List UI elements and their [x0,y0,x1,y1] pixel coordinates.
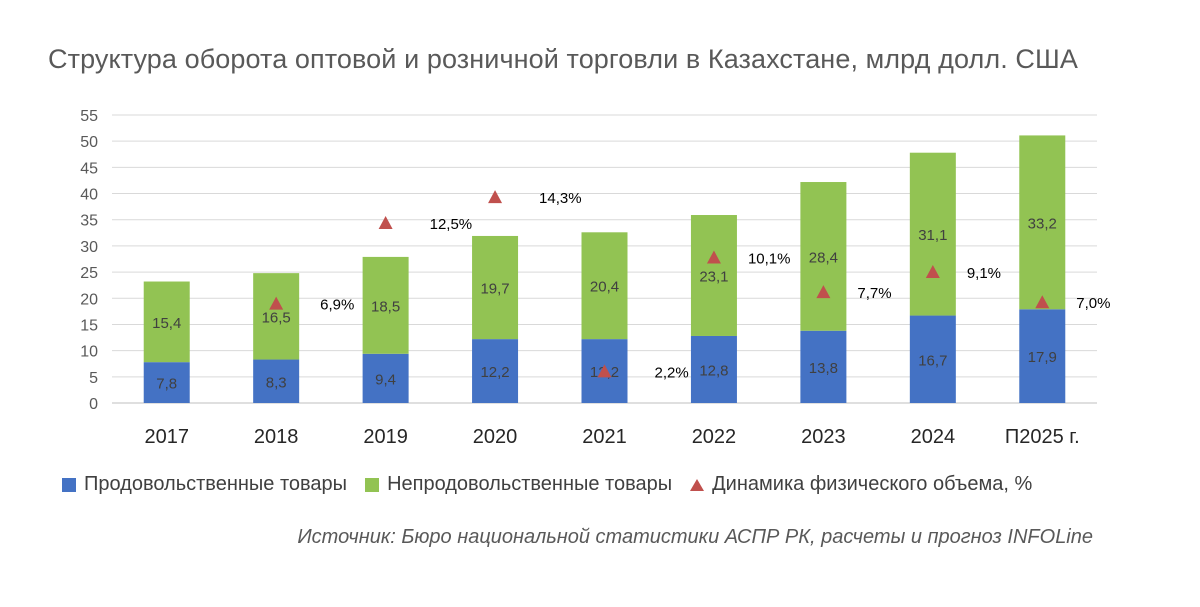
bar-label-nonfood: 16,5 [262,309,291,326]
y-tick-label: 50 [80,134,98,151]
bar-label-nonfood: 33,2 [1028,215,1057,232]
bar-nonfood [253,273,300,360]
x-tick-label: П2025 г. [1005,426,1080,448]
bar-label-nonfood: 18,5 [371,298,400,315]
dynamics-label: 7,0% [1076,295,1110,312]
dynamics-marker [1035,295,1050,309]
bar-food [909,315,956,403]
bar-food [472,339,519,403]
y-tick-label: 45 [80,160,98,177]
y-tick-label: 25 [80,265,98,282]
dynamics-markers: 6,9% 12,5% 14,3% 2,2% 10,1% 7,7% 9,1% 7,0% [269,190,1110,381]
x-tick-label: 2024 [911,426,956,448]
bar-food [690,335,737,403]
bar-food [800,330,847,403]
legend-label-food: Продовольственные товары [84,473,348,495]
bar-label-food: 12,8 [699,362,728,379]
legend-swatch-food [62,477,76,492]
x-tick-label: 2019 [363,426,408,448]
legend-item-nonfood: Непродовольственные товары [365,473,672,496]
source-note: Источник: Бюро национальной статистики А… [297,526,1093,548]
bar-label-food: 17,9 [1028,349,1057,366]
bar-nonfood [909,152,956,316]
dynamics-marker [269,296,284,310]
x-tick-label: 2020 [473,426,518,448]
y-tick-label: 20 [80,291,98,308]
bar-label-food: 13,8 [809,360,838,377]
bar-nonfood [143,281,190,363]
x-tick-label: 2022 [692,426,737,448]
dynamics-marker [816,285,831,299]
legend-item-dynamics: Динамика физического объема, % [690,473,1032,496]
dynamics-marker [925,264,940,278]
y-tick-label: 35 [80,213,98,230]
bar-nonfood [690,215,737,336]
x-tick-label: 2017 [144,426,189,448]
bar-label-nonfood: 23,1 [699,268,728,285]
y-tick-label: 40 [80,187,98,204]
legend-label-nonfood: Непродовольственные товары [387,473,673,495]
y-tick-label: 0 [89,396,98,413]
bar-label-food: 12,2 [480,364,509,381]
y-tick-label: 15 [80,317,98,334]
x-tick-label: 2018 [254,426,299,448]
dynamics-marker [378,216,393,229]
bar-label-nonfood: 31,1 [918,227,947,244]
bar-nonfood [472,235,519,340]
y-axis: 0 5 10 15 20 25 30 35 40 45 50 55 [80,108,98,413]
dynamics-marker [488,190,503,204]
y-tick-label: 30 [80,239,98,256]
bar-nonfood [581,232,628,340]
dynamics-label: 10,1% [748,251,791,268]
dynamics-label: 9,1% [967,265,1001,282]
bar-label-nonfood: 20,4 [590,279,619,296]
legend-swatch-nonfood [365,477,380,492]
y-tick-label: 55 [80,108,98,125]
bar-label-nonfood: 15,4 [152,315,181,332]
y-tick-label: 10 [80,344,98,361]
legend-triangle-icon [690,478,705,491]
bar-food [362,353,409,403]
legend: Продовольственные товары Непродовольстве… [62,473,1050,496]
bar-nonfood [1019,135,1066,310]
dynamics-label: 7,7% [857,285,891,302]
x-tick-label: 2021 [582,426,627,448]
y-tick-label: 5 [89,370,98,387]
bar-label-food: 16,7 [918,352,947,369]
bar-label-food: 7,8 [156,376,177,393]
dynamics-marker [597,364,612,378]
bar-food [143,362,190,403]
bar-label-food: 9,4 [375,371,396,388]
bar-label-nonfood: 19,7 [480,281,509,298]
x-tick-label: 2023 [801,426,846,448]
dynamics-label: 2,2% [655,364,689,381]
bar-label-nonfood: 28,4 [809,249,838,266]
chart-title: Структура оборота оптовой и розничной то… [48,44,1078,74]
bar-food [253,359,300,403]
bar-nonfood [800,182,847,331]
legend-label-dynamics: Динамика физического объема, % [712,473,1033,495]
legend-item-food: Продовольственные товары [62,473,347,496]
x-axis: 2017 2018 2019 2020 2021 2022 2023 2024 П2025 г. [144,426,1079,448]
dynamics-label: 14,3% [539,190,582,207]
dynamics-label: 12,5% [430,216,473,233]
bar-label-food: 8,3 [266,374,287,391]
bar-nonfood [362,256,409,354]
dynamics-marker [706,250,721,264]
bar-labels: 7,815,48,316,59,418,512,219,712,220,412,… [152,215,1057,392]
bars [143,135,1066,403]
bar-food [1019,309,1066,403]
dynamics-label: 6,9% [320,297,354,314]
